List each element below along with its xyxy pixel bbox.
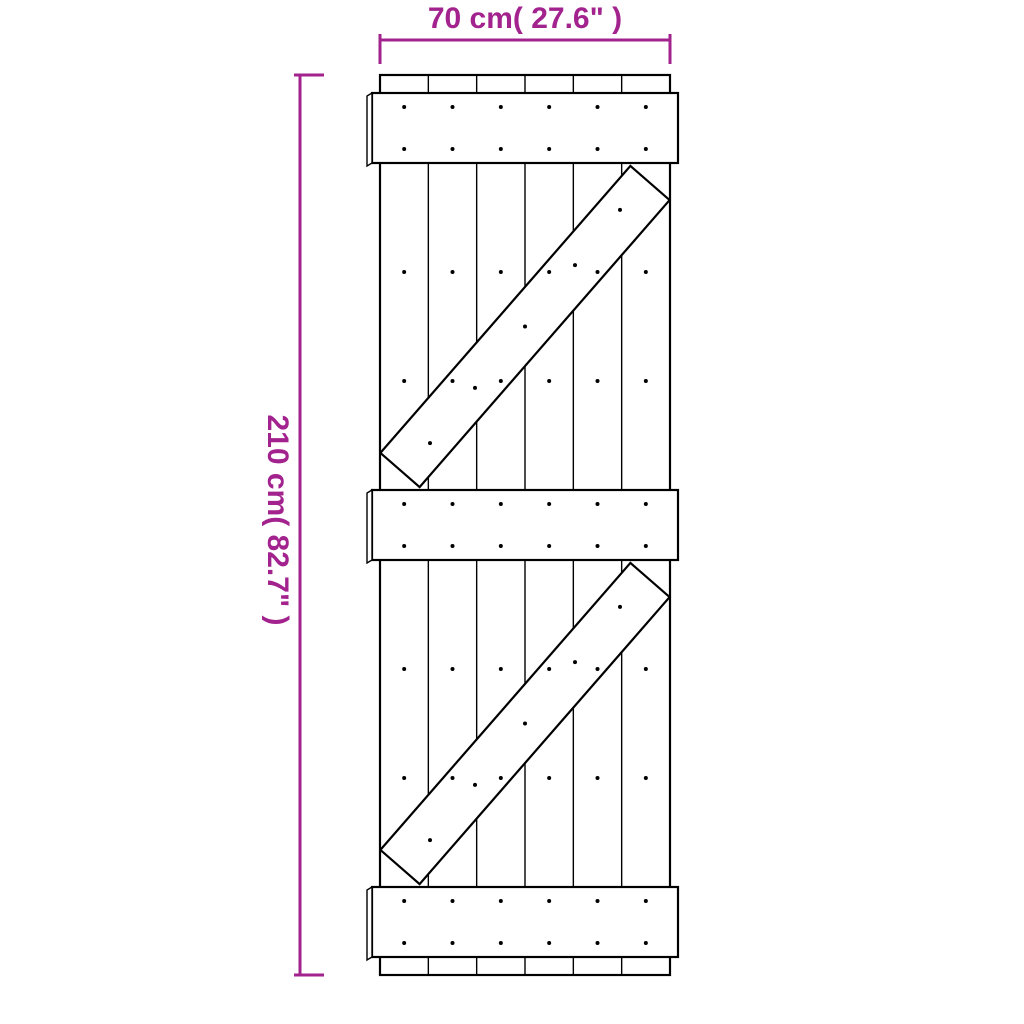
middle-rail xyxy=(367,490,678,563)
bottom-rail xyxy=(367,887,678,960)
height-dimension-label: 210 cm( 82.7" ) xyxy=(261,414,294,625)
barn-door-diagram xyxy=(367,75,678,975)
top-rail xyxy=(367,93,678,166)
width-dimension-label: 70 cm( 27.6" ) xyxy=(428,2,622,35)
